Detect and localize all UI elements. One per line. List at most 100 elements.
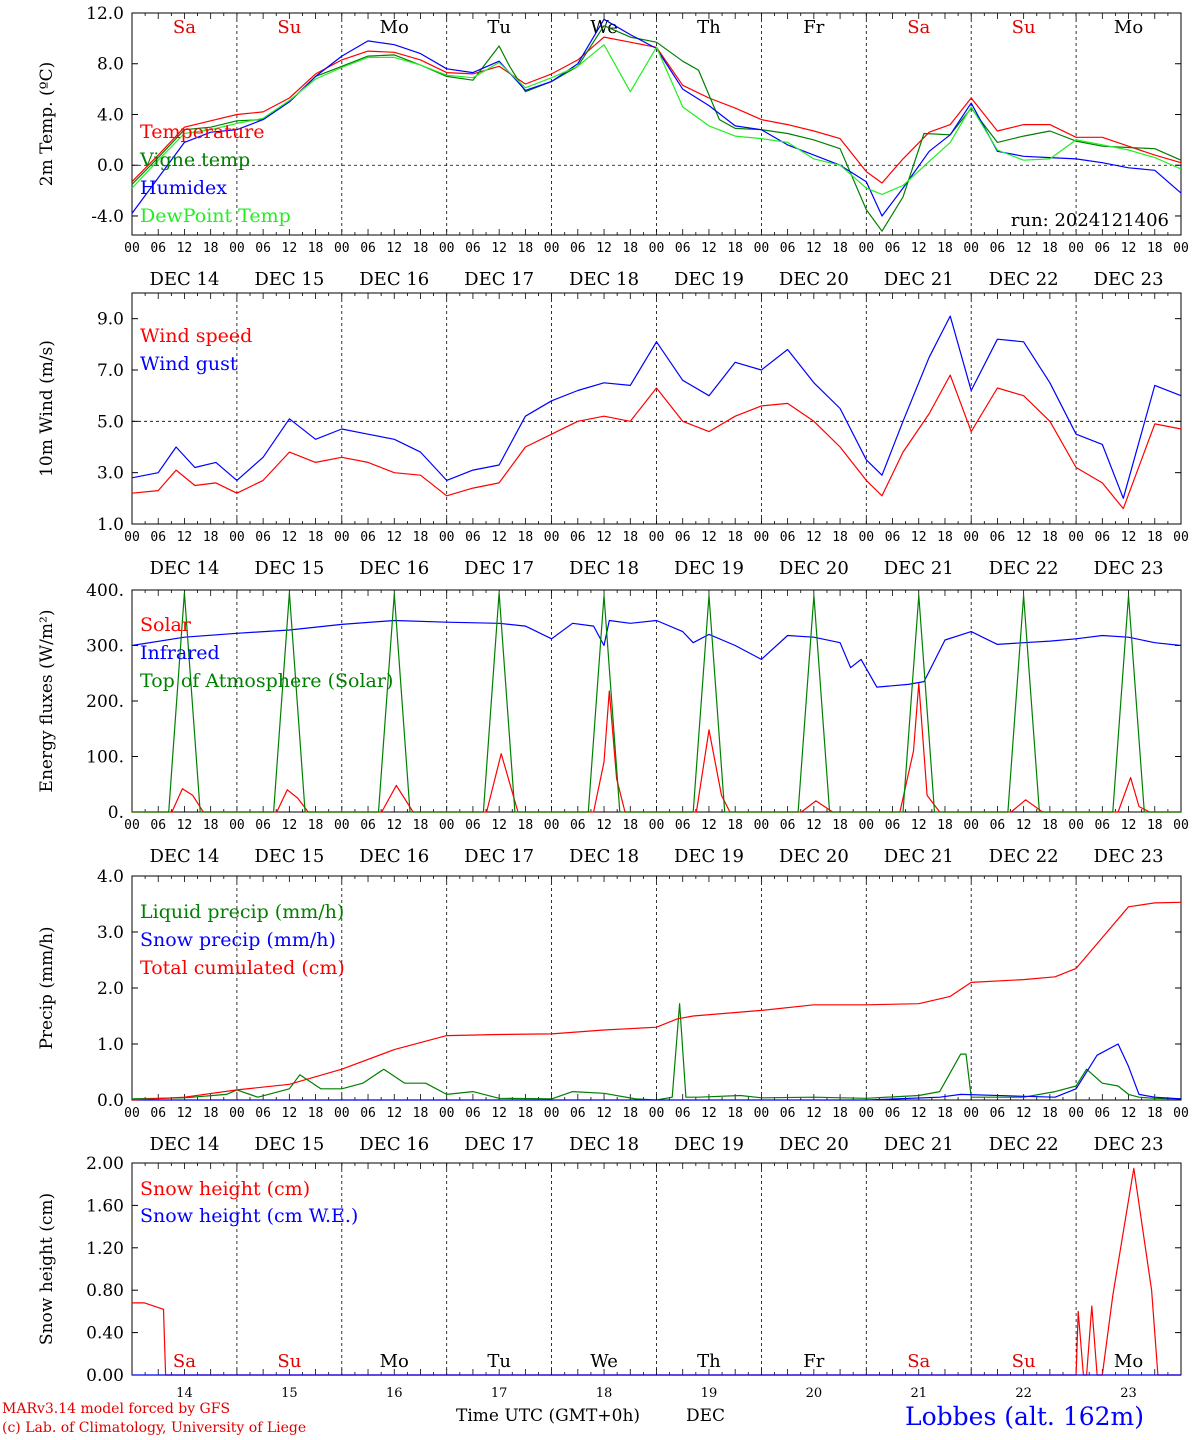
panel-2: 1.0 3.0 5.0 7.0 9.0 10m Wind (m/s) 00 06 12 18 DEC… <box>37 292 1189 579</box>
hour-tick-label: 12 <box>282 1106 298 1121</box>
hour-tick-label: 12 <box>1121 818 1137 833</box>
run-label: run: 2024121406 <box>1011 210 1169 231</box>
hour-tick-label: 18 <box>727 1106 743 1121</box>
hour-tick-label: 06 <box>780 530 796 545</box>
hour-tick-label: 18 <box>1042 818 1058 833</box>
weekday-label: We <box>590 1351 618 1372</box>
day-label: DEC 18 <box>569 846 639 867</box>
hour-tick-label: 00 <box>439 1106 455 1121</box>
hour-tick-label: 18 <box>518 818 534 833</box>
weekday-label: Sa <box>173 1351 196 1372</box>
day-number-label: 19 <box>701 1386 718 1401</box>
legend-entry: Wind speed <box>140 325 252 347</box>
y-tick-label: 12.0 <box>86 4 124 24</box>
legend-entry: Humidex <box>140 177 227 199</box>
hour-tick-label: 00 <box>649 530 665 545</box>
hour-tick-label: 18 <box>622 530 638 545</box>
hour-tick-label: 18 <box>518 241 534 256</box>
hour-tick-label: 00 <box>229 530 245 545</box>
day-label: DEC 19 <box>674 1134 744 1155</box>
hour-tick-label: 12 <box>806 1106 822 1121</box>
y-tick-label: 0.0 <box>97 156 124 176</box>
hour-tick-label: 06 <box>990 1106 1006 1121</box>
hour-tick-label: 18 <box>413 530 429 545</box>
hour-tick-label: 00 <box>229 1106 245 1121</box>
hour-tick-label: 18 <box>727 818 743 833</box>
series-line-infrared <box>131 619 1182 688</box>
hour-tick-label: 12 <box>177 818 193 833</box>
hour-tick-label: 06 <box>465 241 481 256</box>
hour-tick-label: 00 <box>124 818 140 833</box>
series-line-temperature <box>131 36 1182 184</box>
hour-tick-label: 06 <box>465 530 481 545</box>
day-label: DEC 23 <box>1094 558 1164 579</box>
hour-tick-label: 00 <box>963 241 979 256</box>
hour-tick-label: 06 <box>255 818 271 833</box>
hour-tick-label: 12 <box>1121 530 1137 545</box>
legend-entry: DewPoint Temp <box>140 205 291 227</box>
hour-tick-label: 18 <box>413 818 429 833</box>
hour-tick-label: 06 <box>465 818 481 833</box>
hour-tick-label: 18 <box>937 241 953 256</box>
day-number-label: 17 <box>491 1386 508 1401</box>
legend-entry: Liquid precip (mm/h) <box>140 901 344 923</box>
day-label: DEC 22 <box>989 269 1059 290</box>
month-label: DEC <box>686 1406 726 1426</box>
hour-tick-label: 06 <box>360 530 376 545</box>
hour-tick-label: 12 <box>701 818 717 833</box>
day-label: DEC 21 <box>884 558 954 579</box>
hour-tick-label: 00 <box>963 1106 979 1121</box>
panel-4: 0.0 1.0 2.0 3.0 4.0 Precip (mm/h) 00 06 12 18 DEC … <box>37 867 1189 1155</box>
weekday-label: Mo <box>1114 1351 1143 1372</box>
hour-tick-label: 06 <box>570 818 586 833</box>
legend-entry: Solar <box>140 614 192 636</box>
hour-tick-label: 12 <box>701 530 717 545</box>
hour-tick-label: 00 <box>544 530 560 545</box>
day-number-label: 16 <box>386 1386 403 1401</box>
y-tick-label: 8.0 <box>97 55 124 75</box>
hour-tick-label: 18 <box>1042 1106 1058 1121</box>
weekday-label: Mo <box>380 17 409 38</box>
hour-tick-label: 12 <box>491 818 507 833</box>
day-label: DEC 23 <box>1094 1134 1164 1155</box>
hour-tick-label: 06 <box>990 241 1006 256</box>
weekday-label: Su <box>277 1351 301 1372</box>
hour-tick-label: 00 <box>229 818 245 833</box>
day-label: DEC 22 <box>989 558 1059 579</box>
hour-tick-label: 18 <box>518 1106 534 1121</box>
day-label: DEC 18 <box>569 558 639 579</box>
hour-tick-label: 06 <box>885 530 901 545</box>
y-axis-title: Snow height (cm) <box>37 1193 57 1345</box>
hour-tick-label: 12 <box>177 241 193 256</box>
day-number-label: 18 <box>596 1386 613 1401</box>
y-axis-title: 2m Temp. (ºC) <box>37 62 57 187</box>
hour-tick-label: 06 <box>780 1106 796 1121</box>
y-tick-label: 100. <box>86 748 124 768</box>
hour-tick-label: 00 <box>858 530 874 545</box>
legend-entry: Vigne temp <box>139 149 250 171</box>
hour-tick-label: 00 <box>754 818 770 833</box>
hour-tick-label: 18 <box>1042 241 1058 256</box>
hour-tick-label: 00 <box>229 241 245 256</box>
hour-tick-label: 12 <box>806 530 822 545</box>
hour-tick-label: 00 <box>439 530 455 545</box>
hour-tick-label: 12 <box>911 241 927 256</box>
hour-tick-label: 18 <box>832 530 848 545</box>
hour-tick-label: 18 <box>937 530 953 545</box>
hour-tick-label: 00 <box>963 530 979 545</box>
day-label: DEC 23 <box>1094 846 1164 867</box>
hour-tick-label: 18 <box>308 818 324 833</box>
hour-tick-label: 18 <box>1147 241 1163 256</box>
y-tick-label: 3.0 <box>97 923 124 943</box>
legend-entry: Snow precip (mm/h) <box>140 929 336 951</box>
hour-tick-label: 06 <box>150 818 166 833</box>
series-line-dewpoint-temp <box>131 44 1182 195</box>
day-label: DEC 20 <box>779 558 849 579</box>
hour-tick-label: 00 <box>1173 1106 1189 1121</box>
y-tick-label: -4.0 <box>91 207 124 227</box>
hour-tick-label: 18 <box>832 818 848 833</box>
hour-tick-label: 06 <box>570 241 586 256</box>
hour-tick-label: 06 <box>360 241 376 256</box>
day-label: DEC 16 <box>359 846 429 867</box>
